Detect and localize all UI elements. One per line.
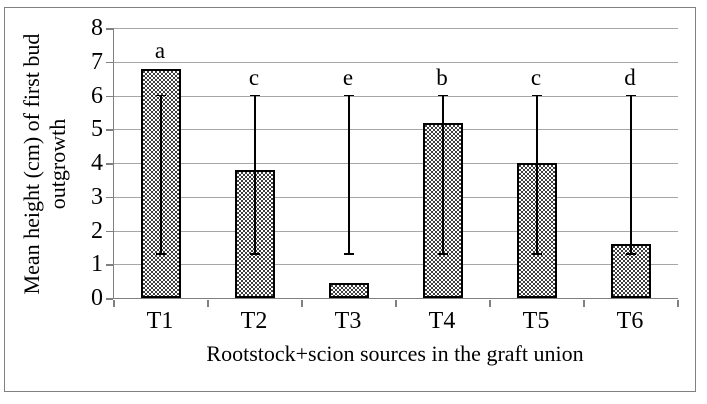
- significance-letter: d: [624, 64, 636, 90]
- y-axis-tick: [106, 264, 113, 266]
- x-axis-tick: [395, 300, 397, 307]
- error-bar-cap-bottom: [250, 253, 260, 255]
- error-bar-cap-top: [344, 94, 354, 97]
- gridline-y7: [114, 61, 678, 63]
- error-bar-line: [630, 95, 632, 255]
- y-tick-label: 7: [91, 48, 103, 75]
- error-bar-cap-top: [532, 94, 542, 97]
- gridline-y1: [114, 264, 678, 266]
- x-category-label-T6: T6: [616, 308, 644, 334]
- x-axis-tick: [207, 300, 209, 307]
- x-axis-tick: [489, 300, 491, 307]
- significance-letter: c: [248, 64, 260, 90]
- gridline-y6: [114, 95, 678, 97]
- x-category-label-T3: T3: [334, 308, 362, 334]
- y-axis-tick: [106, 129, 113, 131]
- gridline-y3: [114, 196, 678, 198]
- significance-letter: b: [436, 64, 448, 90]
- y-axis-tick: [106, 196, 113, 199]
- gridline-y8: [114, 28, 678, 29]
- figure-border: [4, 7, 696, 392]
- error-bar-line: [254, 95, 256, 255]
- y-tick-label: 4: [91, 150, 103, 176]
- error-bar-line: [536, 95, 538, 255]
- y-tick-label: 5: [91, 116, 103, 143]
- bar-T3: [329, 282, 369, 298]
- x-category-label-T1: T1: [146, 308, 174, 334]
- y-axis-tick: [106, 163, 113, 165]
- error-bar-line: [442, 95, 444, 255]
- error-bar-cap-bottom: [532, 253, 542, 255]
- x-axis-title: Rootstock+scion sources in the graft uni…: [206, 341, 584, 366]
- y-axis-tick: [106, 95, 113, 97]
- y-axis-tick: [106, 61, 113, 64]
- y-tick-label: 8: [91, 15, 103, 41]
- x-category-label-T4: T4: [428, 308, 456, 334]
- y-tick-label: 3: [91, 183, 103, 210]
- error-bar-line: [348, 95, 350, 255]
- y-tick-label: 6: [91, 82, 103, 109]
- y-tick-label: 2: [91, 217, 103, 244]
- error-bar-cap-top: [438, 94, 448, 97]
- x-axis-tick: [583, 300, 585, 307]
- error-bar-cap-bottom: [156, 253, 166, 255]
- y-tick-label: 1: [91, 251, 103, 278]
- error-bar-cap-top: [156, 94, 166, 97]
- gridline-y4: [114, 163, 678, 164]
- y-axis-tick: [106, 298, 113, 300]
- error-bar-cap-top: [626, 94, 636, 97]
- y-axis-tick: [106, 230, 113, 232]
- plot-area: [106, 28, 679, 307]
- gridline-y2: [114, 230, 678, 232]
- y-axis-tick: [106, 28, 113, 30]
- error-bar-line: [160, 95, 162, 255]
- y-tick-label: 0: [91, 285, 103, 311]
- x-axis-tick: [677, 300, 679, 307]
- significance-letter: c: [530, 64, 542, 90]
- x-category-label-T5: T5: [522, 308, 550, 334]
- error-bar-cap-bottom: [626, 253, 636, 255]
- x-axis-tick: [113, 300, 115, 307]
- error-bar-cap-bottom: [344, 253, 354, 255]
- error-bar-cap-top: [250, 94, 260, 97]
- error-bar-cap-bottom: [438, 253, 448, 255]
- x-axis-tick: [301, 300, 303, 307]
- significance-letter: a: [154, 37, 166, 63]
- gridline-y5: [114, 129, 678, 131]
- y-axis-title-line1: Mean height (cm) of first bud: [19, 33, 44, 295]
- significance-letter: e: [342, 64, 354, 90]
- x-category-label-T2: T2: [240, 308, 268, 334]
